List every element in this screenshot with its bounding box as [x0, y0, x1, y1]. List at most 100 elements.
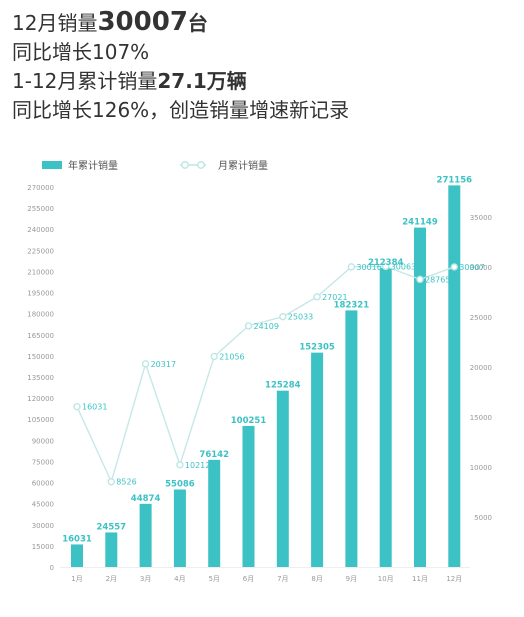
line-value-label: 30016	[356, 263, 381, 272]
headline-monthly-number: 30007	[97, 7, 188, 37]
x-tick-label: 7月	[277, 575, 288, 583]
point-monthly	[450, 263, 458, 271]
y-left-tick-label: 75000	[32, 458, 54, 466]
point-monthly	[382, 262, 390, 271]
y-left-tick-label: 255000	[27, 205, 54, 213]
y-right-tick-label: 15000	[470, 414, 492, 422]
line-value-label: 20317	[151, 360, 176, 369]
line-value-label: 27021	[322, 293, 347, 302]
y-left-tick-label: 165000	[27, 332, 54, 340]
headline-cumulative-sales: 1-12月累计销量27.1万辆	[12, 67, 512, 96]
x-tick-label: 6月	[243, 575, 254, 583]
bar-value-label: 16031	[62, 534, 92, 544]
y-left-tick-label: 15000	[32, 543, 54, 551]
bar-value-label: 271156	[437, 175, 473, 185]
y-left-tick-label: 0	[50, 564, 54, 572]
bar-value-label: 55086	[165, 479, 195, 489]
y-left-tick-label: 225000	[27, 247, 54, 255]
point-monthly	[347, 263, 356, 271]
bar-cumulative	[242, 425, 255, 567]
x-tick-label: 2月	[106, 575, 117, 583]
point-monthly	[313, 293, 321, 301]
point-monthly	[141, 360, 150, 368]
bar-cumulative	[414, 227, 426, 567]
legend-bar-swatch	[42, 161, 62, 169]
point-monthly	[176, 461, 184, 469]
y-left-tick-label: 240000	[27, 226, 54, 234]
x-tick-label: 1月	[71, 575, 82, 583]
line-value-label: 28765	[425, 275, 450, 284]
y-left-tick-label: 30000	[32, 522, 54, 530]
y-left-tick-label: 270000	[27, 184, 54, 192]
y-left-tick-label: 195000	[27, 290, 54, 298]
bar-value-label: 125284	[265, 381, 301, 391]
point-monthly	[244, 322, 253, 330]
bar-value-label: 182321	[334, 300, 370, 310]
y-right-tick-label: 30000	[470, 264, 492, 272]
x-tick-label: 11月	[412, 575, 428, 583]
headline-monthly-unit: 台	[187, 11, 208, 35]
headline-monthly-sales: 12月销量30007台	[12, 8, 512, 38]
bar-value-label: 44874	[131, 494, 161, 504]
bar-value-label: 241149	[402, 218, 438, 228]
y-left-tick-label: 180000	[27, 311, 54, 319]
x-tick-label: 8月	[311, 575, 322, 583]
bar-cumulative	[448, 185, 461, 567]
headline-cumulative-label: 1-12月累计销量	[12, 69, 158, 93]
bar-cumulative	[139, 503, 152, 567]
y-left-tick-label: 45000	[32, 501, 54, 509]
x-tick-label: 5月	[208, 575, 219, 583]
point-monthly	[210, 352, 218, 361]
bar-value-label: 100251	[231, 416, 267, 426]
bar-value-label: 212384	[368, 258, 404, 268]
line-value-label: 16031	[82, 403, 107, 412]
x-tick-label: 12月	[446, 575, 462, 583]
bar-value-label: 152305	[299, 343, 335, 353]
x-tick-label: 10月	[378, 575, 394, 583]
point-monthly	[73, 402, 81, 411]
bar-value-label: 76142	[199, 450, 229, 460]
headline-monthly-label: 12月销量	[12, 11, 98, 35]
bar-cumulative	[173, 489, 186, 567]
y-left-tick-label: 210000	[27, 268, 54, 276]
line-value-label: 30007	[459, 263, 484, 272]
legend-line-label: 月累计销量	[218, 159, 268, 172]
headline-monthly-growth: 同比增长107%	[12, 40, 150, 64]
legend-bar-label: 年累计销量	[68, 159, 118, 172]
legend-line-marker	[197, 161, 205, 169]
y-left-tick-label: 60000	[32, 480, 54, 488]
point-monthly	[107, 478, 116, 486]
bar-cumulative	[276, 390, 289, 567]
bar-cumulative	[345, 310, 358, 567]
headline: 12月销量30007台 同比增长107% 1-12月累计销量27.1万辆 同比增…	[12, 8, 512, 125]
y-left-tick-label: 150000	[27, 353, 54, 361]
line-value-label: 10212	[185, 461, 210, 470]
x-tick-label: 9月	[346, 575, 357, 583]
line-value-label: 25033	[288, 313, 313, 322]
x-tick-label: 3月	[140, 575, 151, 583]
line-value-label: 8526	[116, 478, 136, 487]
y-right-tick-label: 25000	[470, 314, 492, 322]
line-value-label: 30063	[391, 262, 416, 271]
line-monthly	[76, 265, 455, 484]
y-right-tick-label: 10000	[470, 464, 492, 472]
y-left-tick-label: 120000	[27, 395, 54, 403]
bar-cumulative	[208, 459, 221, 567]
line-value-label: 24109	[254, 322, 279, 331]
bar-cumulative	[379, 268, 392, 567]
y-right-tick-label: 20000	[470, 364, 492, 372]
y-right-tick-label: 35000	[470, 214, 492, 222]
legend-line-marker	[181, 161, 189, 169]
bar-value-label: 24557	[97, 522, 127, 532]
headline-cumulative-growth: 同比增长126%，创造销量增速新记录	[12, 98, 350, 122]
sales-chart: 年累计销量 月累计销量 0 15000 30000 45000 60000 75000 9000…	[27, 159, 492, 583]
x-tick-label: 4月	[174, 575, 185, 583]
point-monthly	[279, 312, 287, 321]
y-left-tick-label: 105000	[27, 416, 54, 424]
bar-cumulative	[71, 544, 83, 567]
point-monthly	[416, 275, 424, 284]
bar-cumulative	[311, 352, 324, 567]
y-left-tick-label: 90000	[32, 437, 54, 445]
bar-cumulative	[105, 532, 118, 567]
y-right-tick-label: 5000	[474, 514, 492, 522]
